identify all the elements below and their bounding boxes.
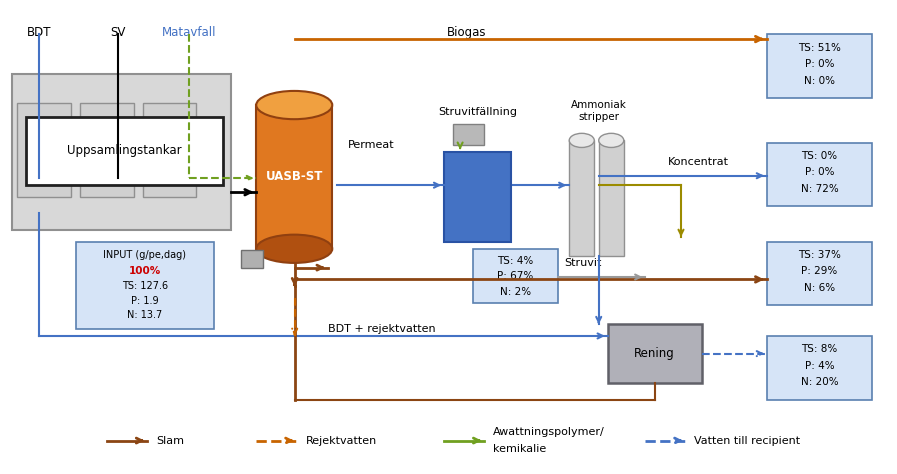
Text: P: 0%: P: 0% (805, 59, 834, 69)
Text: Uppsamlingstankar: Uppsamlingstankar (67, 144, 182, 157)
Text: TS: 51%: TS: 51% (798, 43, 841, 53)
Text: Awattningspolymer/: Awattningspolymer/ (493, 427, 605, 437)
Text: Koncentrat: Koncentrat (667, 156, 728, 166)
Text: SV: SV (110, 26, 126, 38)
Bar (241, 250, 264, 268)
Text: BDT + rejektvatten: BDT + rejektvatten (327, 324, 435, 334)
Bar (143, 103, 196, 197)
Bar (767, 35, 873, 98)
Text: Struvitfällning: Struvitfällning (438, 107, 517, 117)
Bar (767, 336, 873, 400)
Bar (444, 152, 511, 242)
Text: P: 1.9: P: 1.9 (131, 296, 159, 306)
Text: N: 20%: N: 20% (801, 377, 839, 387)
Text: kemikalie: kemikalie (493, 444, 546, 454)
Text: Slam: Slam (156, 436, 184, 446)
Text: Biogas: Biogas (447, 26, 486, 38)
Text: Vatten till recipient: Vatten till recipient (694, 436, 800, 446)
Bar (453, 124, 484, 145)
Text: TS: 37%: TS: 37% (798, 250, 841, 260)
Text: Rejektvatten: Rejektvatten (305, 436, 377, 446)
Bar (80, 103, 134, 197)
Text: Ammoniak
stripper: Ammoniak stripper (570, 100, 627, 121)
Text: TS: 0%: TS: 0% (802, 151, 838, 161)
Text: P: 67%: P: 67% (497, 271, 533, 281)
Bar (17, 103, 71, 197)
Bar (257, 105, 332, 249)
Text: P: 4%: P: 4% (805, 361, 834, 371)
Bar (26, 117, 223, 185)
Text: TS: 127.6: TS: 127.6 (122, 282, 168, 292)
Text: 100%: 100% (129, 266, 161, 276)
Text: Matavfall: Matavfall (162, 26, 216, 38)
Text: N: 13.7: N: 13.7 (127, 310, 162, 320)
Text: INPUT (g/pe,dag): INPUT (g/pe,dag) (103, 250, 187, 260)
Text: N: 2%: N: 2% (500, 287, 531, 297)
Text: P: 0%: P: 0% (805, 167, 834, 177)
Ellipse shape (257, 235, 332, 263)
Text: Rening: Rening (634, 347, 675, 360)
Text: Struvit: Struvit (565, 258, 602, 268)
Bar (767, 143, 873, 206)
Bar (598, 140, 623, 256)
Text: N: 6%: N: 6% (804, 283, 835, 293)
Ellipse shape (570, 133, 594, 147)
Ellipse shape (257, 91, 332, 119)
Text: UASB-ST: UASB-ST (266, 171, 323, 183)
Text: TS: 8%: TS: 8% (802, 344, 838, 354)
Text: TS: 4%: TS: 4% (497, 255, 533, 265)
Bar (607, 324, 701, 383)
Text: N: 0%: N: 0% (804, 75, 835, 85)
Text: Permeat: Permeat (348, 140, 395, 150)
Bar (767, 242, 873, 305)
Bar (13, 74, 231, 230)
Text: N: 72%: N: 72% (801, 184, 839, 194)
Bar (570, 140, 594, 256)
Ellipse shape (598, 133, 623, 147)
Bar (75, 242, 214, 329)
Text: P: 29%: P: 29% (802, 266, 838, 276)
Bar (473, 249, 558, 303)
Text: BDT: BDT (27, 26, 51, 38)
